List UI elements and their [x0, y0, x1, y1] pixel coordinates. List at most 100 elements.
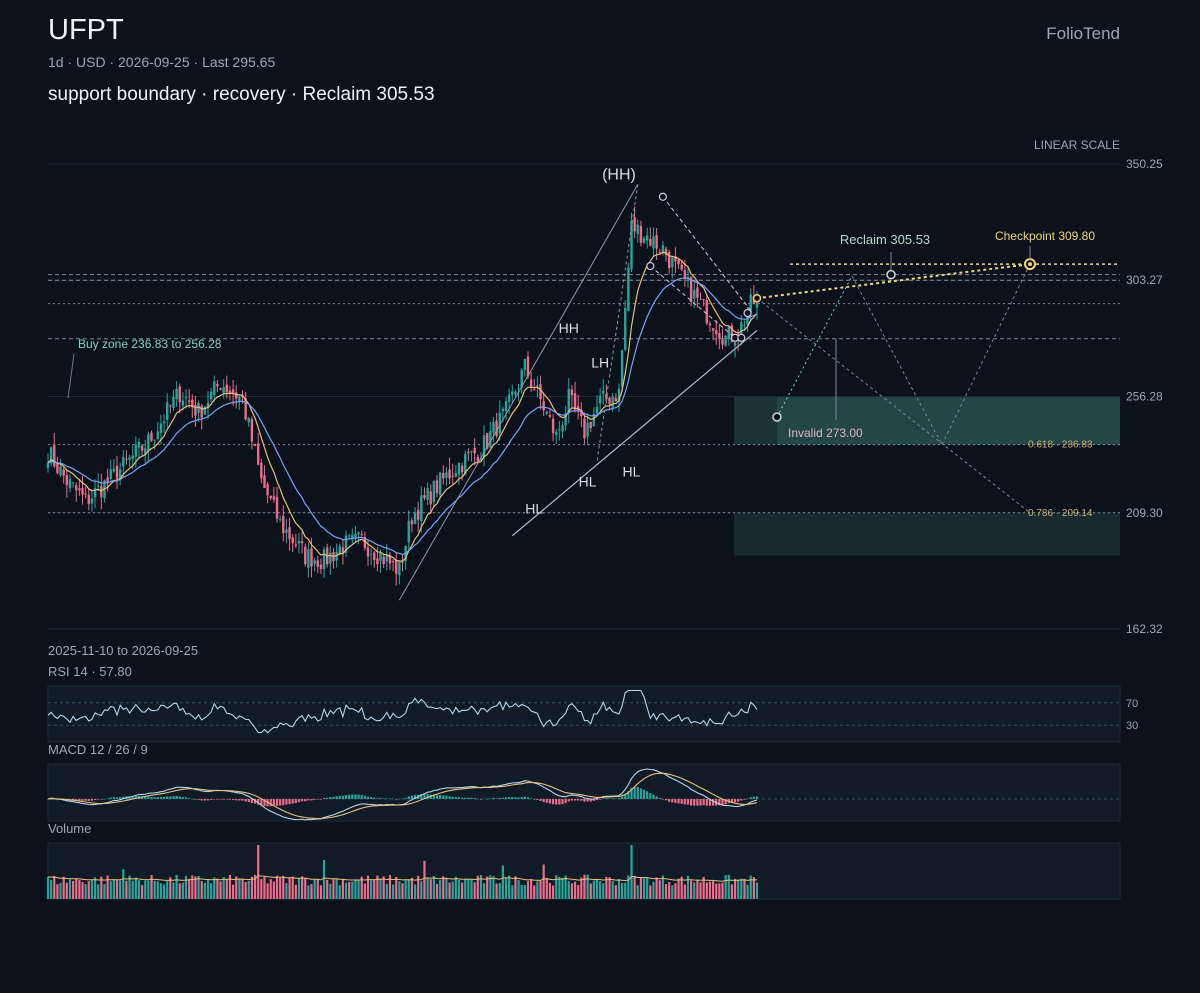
- volume-bar: [523, 885, 526, 899]
- volume-bar: [721, 882, 724, 899]
- candle-body: [454, 472, 458, 477]
- volume-bar: [696, 880, 699, 899]
- candle-body: [598, 396, 602, 404]
- volume-bar: [526, 880, 530, 899]
- macd-histogram-bar: [517, 797, 520, 799]
- volume-bar: [539, 880, 542, 899]
- candle-body: [68, 479, 72, 489]
- volume-bar: [533, 885, 536, 899]
- macd-histogram-bar: [141, 796, 144, 799]
- candle-body: [360, 534, 363, 536]
- candle-body: [671, 257, 674, 268]
- volume-bar: [410, 877, 414, 899]
- macd-histogram-bar: [407, 796, 410, 799]
- volume-bar: [573, 881, 577, 899]
- candle-body: [624, 307, 627, 350]
- candle-body: [391, 561, 395, 563]
- volume-bar: [228, 874, 232, 899]
- scenario-line: [776, 275, 853, 418]
- macd-histogram-bar: [184, 797, 188, 799]
- macd-histogram-bar: [649, 793, 652, 799]
- candle-body: [46, 462, 50, 468]
- volume-bar: [536, 881, 539, 899]
- candle-body: [137, 441, 141, 448]
- candle-body: [639, 226, 643, 243]
- macd-histogram-bar: [225, 799, 228, 800]
- macd-histogram-bar: [197, 799, 200, 800]
- macd-histogram-bar: [162, 796, 166, 799]
- volume-bar: [184, 875, 188, 899]
- macd-histogram-bar: [391, 798, 395, 800]
- volume-bar: [385, 883, 388, 899]
- macd-histogram-bar: [263, 799, 266, 807]
- candle-body: [470, 450, 473, 452]
- volume-bar: [617, 879, 621, 899]
- macd-histogram-bar: [530, 798, 533, 800]
- macd-histogram-bar: [577, 799, 580, 801]
- macd-histogram-bar: [539, 799, 542, 801]
- volume-bar: [100, 876, 103, 899]
- macd-histogram-bar: [97, 799, 100, 800]
- candle-body: [219, 388, 222, 390]
- macd-histogram-bar: [730, 799, 734, 803]
- candle-body: [322, 549, 326, 570]
- macd-histogram-bar: [373, 797, 376, 799]
- candle-body: [429, 491, 432, 505]
- candle-body: [156, 431, 160, 439]
- channel-pivot-marker: [646, 261, 655, 271]
- volume-bar: [247, 880, 250, 899]
- candle-body: [655, 235, 658, 249]
- macd-histogram-bar: [573, 799, 577, 801]
- candle-body: [263, 475, 266, 488]
- candle-body: [749, 294, 752, 313]
- macd-histogram-bar: [486, 798, 489, 800]
- volume-bar: [583, 874, 586, 899]
- volume-bar: [341, 879, 344, 899]
- volume-bar: [699, 882, 702, 899]
- macd-histogram-bar: [457, 797, 461, 799]
- volume-bar: [749, 875, 752, 899]
- candle-body: [87, 494, 90, 505]
- candle-body: [507, 394, 511, 402]
- volume-bar: [633, 875, 636, 899]
- candle-body: [109, 469, 112, 479]
- volume-bar: [652, 881, 655, 899]
- candle-body: [131, 455, 134, 460]
- volume-bar: [702, 876, 705, 899]
- volume-bar: [686, 875, 690, 899]
- macd-histogram-bar: [435, 795, 439, 799]
- volume-bar: [580, 877, 583, 899]
- candle-body: [172, 397, 175, 408]
- macd-histogram-bar: [445, 795, 448, 799]
- macd-histogram-bar: [210, 799, 213, 800]
- rsi-panel: RSI 14 · 57.80 70 30: [47, 664, 1138, 743]
- candle-body: [570, 389, 574, 396]
- volume-bar: [614, 885, 617, 899]
- macd-histogram-bar: [78, 799, 81, 801]
- channel-upper-line: [662, 196, 752, 311]
- macd-histogram-bar: [46, 799, 50, 800]
- volume-bar: [291, 876, 294, 899]
- macd-histogram-bar: [602, 798, 605, 799]
- volume-bar: [191, 875, 194, 899]
- candle-body: [203, 406, 207, 415]
- macd-histogram-bar: [642, 789, 646, 799]
- volume-bar: [335, 878, 338, 899]
- candle-body: [504, 401, 508, 412]
- volume-bar: [150, 875, 153, 899]
- volume-bar: [548, 883, 552, 899]
- macd-histogram-bar: [677, 799, 680, 804]
- candle-body: [680, 264, 683, 270]
- volume-bar: [423, 860, 426, 899]
- swing-label: LH: [591, 355, 609, 371]
- macd-histogram-bar: [257, 799, 260, 805]
- candle-body: [702, 298, 705, 300]
- candle-body: [413, 512, 417, 524]
- macd-histogram-bar: [122, 796, 125, 799]
- macd-histogram-bar: [523, 796, 526, 799]
- volume-title: Volume: [48, 821, 91, 836]
- volume-bar: [520, 884, 523, 899]
- macd-histogram-bar: [426, 793, 429, 799]
- volume-bar: [715, 883, 718, 899]
- candle-body: [106, 477, 109, 483]
